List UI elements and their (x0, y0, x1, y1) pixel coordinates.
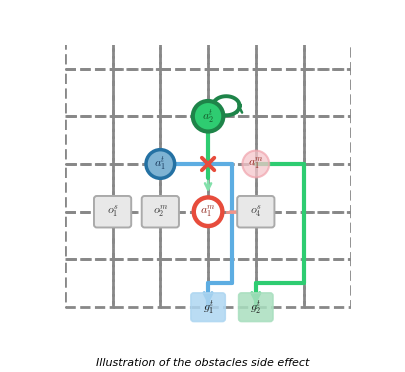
Bar (255, 212, 303, 260)
Bar (255, 116, 303, 164)
Bar (112, 68, 160, 116)
FancyBboxPatch shape (238, 293, 272, 321)
Text: $a_{1}^{m}$: $a_{1}^{m}$ (200, 204, 215, 220)
Bar (160, 21, 208, 68)
Bar (303, 260, 350, 307)
Bar (160, 164, 208, 212)
Text: $o_{4}^{s}$: $o_{4}^{s}$ (249, 204, 261, 220)
Circle shape (146, 150, 174, 178)
Bar (65, 212, 112, 260)
Bar (303, 116, 350, 164)
FancyBboxPatch shape (94, 196, 131, 228)
Bar (112, 260, 160, 307)
Circle shape (193, 198, 222, 226)
Text: $a_{2}^{t}$: $a_{2}^{t}$ (202, 107, 213, 126)
Bar (160, 68, 208, 116)
Bar (65, 260, 112, 307)
Bar (208, 212, 255, 260)
Text: $g_{1}^{t}$: $g_{1}^{t}$ (202, 298, 213, 317)
Bar (65, 164, 112, 212)
Bar (208, 68, 255, 116)
Bar (303, 212, 350, 260)
Bar (208, 21, 255, 68)
Bar (65, 68, 112, 116)
Bar (255, 68, 303, 116)
Text: Illustration of the obstacles side effect: Illustration of the obstacles side effec… (96, 358, 309, 368)
Bar (112, 164, 160, 212)
Bar (255, 164, 303, 212)
Bar (303, 68, 350, 116)
Bar (160, 212, 208, 260)
Bar (303, 164, 350, 212)
Circle shape (192, 101, 223, 132)
Bar (112, 116, 160, 164)
Text: $a_{1}^{t}$: $a_{1}^{t}$ (154, 155, 166, 173)
Bar (112, 212, 160, 260)
Bar (303, 21, 350, 68)
FancyBboxPatch shape (190, 293, 225, 321)
Bar (208, 116, 255, 164)
Bar (160, 116, 208, 164)
Text: $o_{2}^{m}$: $o_{2}^{m}$ (152, 204, 168, 220)
Bar (208, 260, 255, 307)
FancyBboxPatch shape (237, 196, 274, 228)
Text: $g_{2}^{t}$: $g_{2}^{t}$ (249, 298, 261, 317)
Bar (112, 21, 160, 68)
Bar (255, 260, 303, 307)
Text: $a_{1}^{m}$: $a_{1}^{m}$ (247, 156, 263, 172)
Circle shape (242, 151, 269, 177)
Bar (255, 21, 303, 68)
Bar (208, 164, 255, 212)
Bar (65, 116, 112, 164)
Bar (160, 260, 208, 307)
FancyBboxPatch shape (141, 196, 179, 228)
Bar (65, 21, 112, 68)
Text: $o_{1}^{s}$: $o_{1}^{s}$ (107, 204, 118, 220)
